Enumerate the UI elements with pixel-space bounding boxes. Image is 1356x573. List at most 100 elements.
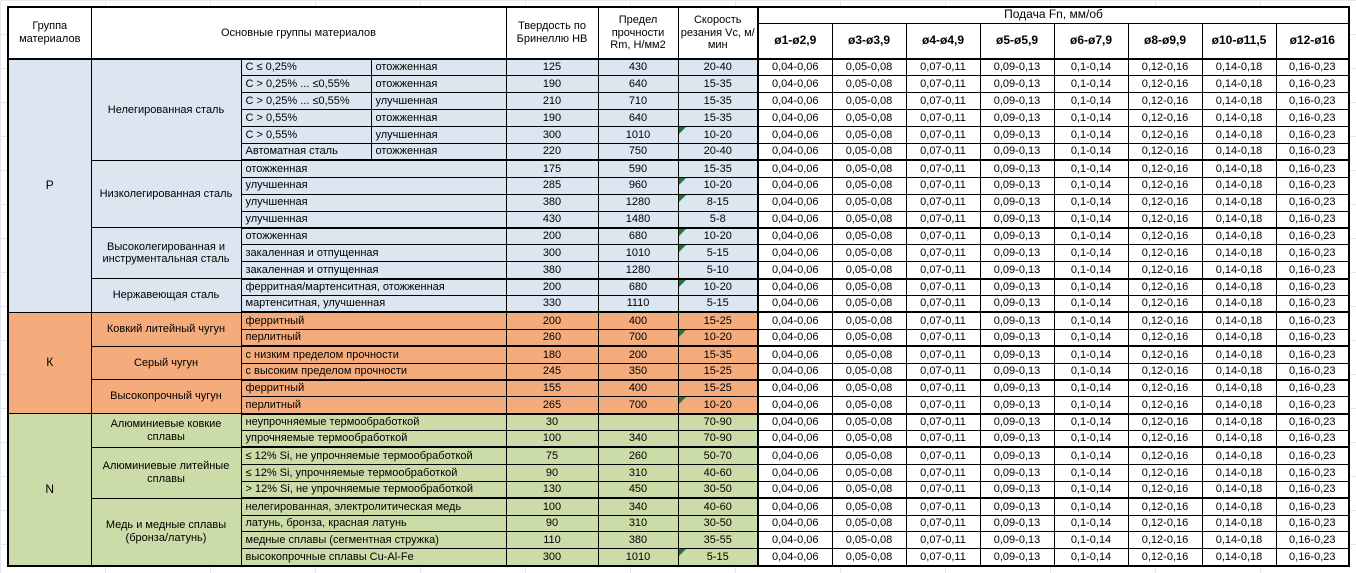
cell-feed-value[interactable]: 0,14-0,18: [1201, 413, 1277, 432]
cell-cutting-speed[interactable]: 15-35: [677, 92, 759, 111]
cell-hardness-hb[interactable]: 200: [505, 311, 599, 330]
cell-strength-rm[interactable]: 400: [597, 311, 679, 330]
cell-feed-value[interactable]: 0,05-0,08: [831, 244, 907, 263]
cell-feed-value[interactable]: 0,1-0,14: [1053, 497, 1129, 516]
cell-material-state[interactable]: отожженная: [370, 58, 507, 77]
cell-cutting-speed[interactable]: 70-90: [677, 413, 759, 432]
cell-feed-value[interactable]: 0,09-0,13: [979, 92, 1055, 111]
cell-feed-value[interactable]: 0,05-0,08: [831, 362, 907, 381]
cell-feed-value[interactable]: 0,04-0,06: [757, 328, 833, 348]
cell-feed-value[interactable]: 0,12-0,16: [1127, 58, 1203, 77]
cell-feed-value[interactable]: 0,07-0,11: [905, 278, 981, 296]
cell-feed-value[interactable]: 0,12-0,16: [1127, 531, 1203, 550]
cell-feed-value[interactable]: 0,14-0,18: [1201, 345, 1277, 364]
cell-feed-value[interactable]: 0,1-0,14: [1053, 531, 1129, 550]
cell-feed-value[interactable]: 0,1-0,14: [1053, 176, 1129, 195]
cell-feed-value[interactable]: 0,05-0,08: [831, 345, 907, 364]
cell-feed-value[interactable]: 0,1-0,14: [1053, 227, 1129, 246]
cell-strength-rm[interactable]: 430: [597, 58, 679, 77]
cell-feed-value[interactable]: 0,14-0,18: [1201, 514, 1277, 533]
cell-cutting-speed[interactable]: 10-20: [677, 227, 759, 246]
cell-feed-value[interactable]: 0,14-0,18: [1201, 396, 1277, 415]
cell-hardness-hb[interactable]: 300: [505, 244, 599, 263]
cell-material-state[interactable]: > 12% Si, не упрочняемые термообработкой: [240, 480, 507, 500]
cell-feed-value[interactable]: 0,12-0,16: [1127, 480, 1203, 500]
cell-subgroup-name[interactable]: Высоколегированная и инструментальная ст…: [90, 227, 242, 280]
cell-feed-value[interactable]: 0,16-0,23: [1275, 176, 1350, 195]
cell-cutting-speed[interactable]: 15-35: [677, 109, 759, 128]
cell-feed-value[interactable]: 0,07-0,11: [905, 311, 981, 330]
cell-feed-value[interactable]: 0,1-0,14: [1053, 430, 1129, 449]
cell-feed-value[interactable]: 0,09-0,13: [979, 126, 1055, 144]
cell-cutting-speed[interactable]: 15-35: [677, 159, 759, 178]
cell-feed-value[interactable]: 0,1-0,14: [1053, 92, 1129, 111]
cell-feed-value[interactable]: 0,07-0,11: [905, 480, 981, 500]
cell-feed-value[interactable]: 0,07-0,11: [905, 379, 981, 398]
cell-feed-value[interactable]: 0,14-0,18: [1201, 109, 1277, 128]
cell-feed-value[interactable]: 0,05-0,08: [831, 176, 907, 195]
cell-feed-value[interactable]: 0,14-0,18: [1201, 531, 1277, 550]
header-feed-diameter[interactable]: ø3-ø3,9: [831, 22, 907, 60]
cell-hardness-hb[interactable]: 100: [505, 430, 599, 449]
cell-hardness-hb[interactable]: 300: [505, 548, 599, 567]
cell-feed-value[interactable]: 0,09-0,13: [979, 413, 1055, 432]
cell-feed-value[interactable]: 0,16-0,23: [1275, 92, 1350, 111]
cell-feed-value[interactable]: 0,12-0,16: [1127, 193, 1203, 212]
cell-feed-value[interactable]: 0,09-0,13: [979, 480, 1055, 500]
cell-material-state[interactable]: отожженная: [240, 159, 507, 178]
cell-feed-value[interactable]: 0,05-0,08: [831, 514, 907, 533]
cell-feed-value[interactable]: 0,12-0,16: [1127, 514, 1203, 533]
cell-cutting-speed[interactable]: 15-25: [677, 362, 759, 381]
cell-feed-value[interactable]: 0,1-0,14: [1053, 210, 1129, 229]
cell-feed-value[interactable]: 0,14-0,18: [1201, 311, 1277, 330]
cell-feed-value[interactable]: 0,16-0,23: [1275, 58, 1350, 77]
cell-feed-value[interactable]: 0,05-0,08: [831, 278, 907, 296]
cell-hardness-hb[interactable]: 300: [505, 126, 599, 144]
cell-feed-value[interactable]: 0,07-0,11: [905, 294, 981, 314]
cell-feed-value[interactable]: 0,09-0,13: [979, 362, 1055, 381]
cell-feed-value[interactable]: 0,07-0,11: [905, 531, 981, 550]
cell-hardness-hb[interactable]: 75: [505, 446, 599, 465]
cell-feed-value[interactable]: 0,12-0,16: [1127, 548, 1203, 567]
cell-feed-value[interactable]: 0,04-0,06: [757, 480, 833, 500]
cell-feed-value[interactable]: 0,04-0,06: [757, 210, 833, 229]
cell-feed-value[interactable]: 0,16-0,23: [1275, 210, 1350, 229]
cell-feed-value[interactable]: 0,04-0,06: [757, 176, 833, 195]
cell-feed-value[interactable]: 0,05-0,08: [831, 210, 907, 229]
cell-feed-value[interactable]: 0,12-0,16: [1127, 142, 1203, 162]
cell-feed-value[interactable]: 0,04-0,06: [757, 396, 833, 415]
cell-feed-value[interactable]: 0,09-0,13: [979, 159, 1055, 178]
cell-feed-value[interactable]: 0,05-0,08: [831, 109, 907, 128]
cell-feed-value[interactable]: 0,1-0,14: [1053, 446, 1129, 465]
cell-feed-value[interactable]: 0,07-0,11: [905, 244, 981, 263]
cell-feed-value[interactable]: 0,1-0,14: [1053, 362, 1129, 381]
cell-feed-value[interactable]: 0,05-0,08: [831, 75, 907, 94]
cell-feed-value[interactable]: 0,05-0,08: [831, 227, 907, 246]
cell-group-code[interactable]: N: [7, 413, 92, 567]
cell-feed-value[interactable]: 0,05-0,08: [831, 261, 907, 280]
cell-cutting-speed[interactable]: 15-35: [677, 345, 759, 364]
cell-feed-value[interactable]: 0,07-0,11: [905, 463, 981, 482]
cell-feed-value[interactable]: 0,16-0,23: [1275, 430, 1350, 449]
cell-strength-rm[interactable]: 640: [597, 109, 679, 128]
cell-feed-value[interactable]: 0,04-0,06: [757, 463, 833, 482]
cell-strength-rm[interactable]: 700: [597, 396, 679, 415]
cell-strength-rm[interactable]: 310: [597, 463, 679, 482]
cell-strength-rm[interactable]: 310: [597, 514, 679, 533]
cell-feed-value[interactable]: 0,16-0,23: [1275, 261, 1350, 280]
header-cutting-speed[interactable]: Скорость резания Vc, м/мин: [677, 6, 759, 60]
cell-feed-value[interactable]: 0,14-0,18: [1201, 294, 1277, 314]
cell-feed-value[interactable]: 0,09-0,13: [979, 514, 1055, 533]
cell-feed-value[interactable]: 0,14-0,18: [1201, 193, 1277, 212]
cell-feed-value[interactable]: 0,09-0,13: [979, 345, 1055, 364]
cell-feed-value[interactable]: 0,16-0,23: [1275, 396, 1350, 415]
cell-feed-value[interactable]: 0,14-0,18: [1201, 446, 1277, 465]
cell-cutting-speed[interactable]: 10-20: [677, 328, 759, 348]
header-feed-title[interactable]: Подача Fn, мм/об: [756, 6, 1350, 24]
cell-cutting-speed[interactable]: 30-50: [677, 514, 759, 533]
cell-hardness-hb[interactable]: 260: [505, 328, 599, 348]
cell-feed-value[interactable]: 0,16-0,23: [1275, 548, 1350, 567]
cell-material-state[interactable]: ферритная/мартенситная, отожженная: [240, 278, 507, 296]
cell-feed-value[interactable]: 0,14-0,18: [1201, 126, 1277, 144]
cell-feed-value[interactable]: 0,16-0,23: [1275, 244, 1350, 263]
